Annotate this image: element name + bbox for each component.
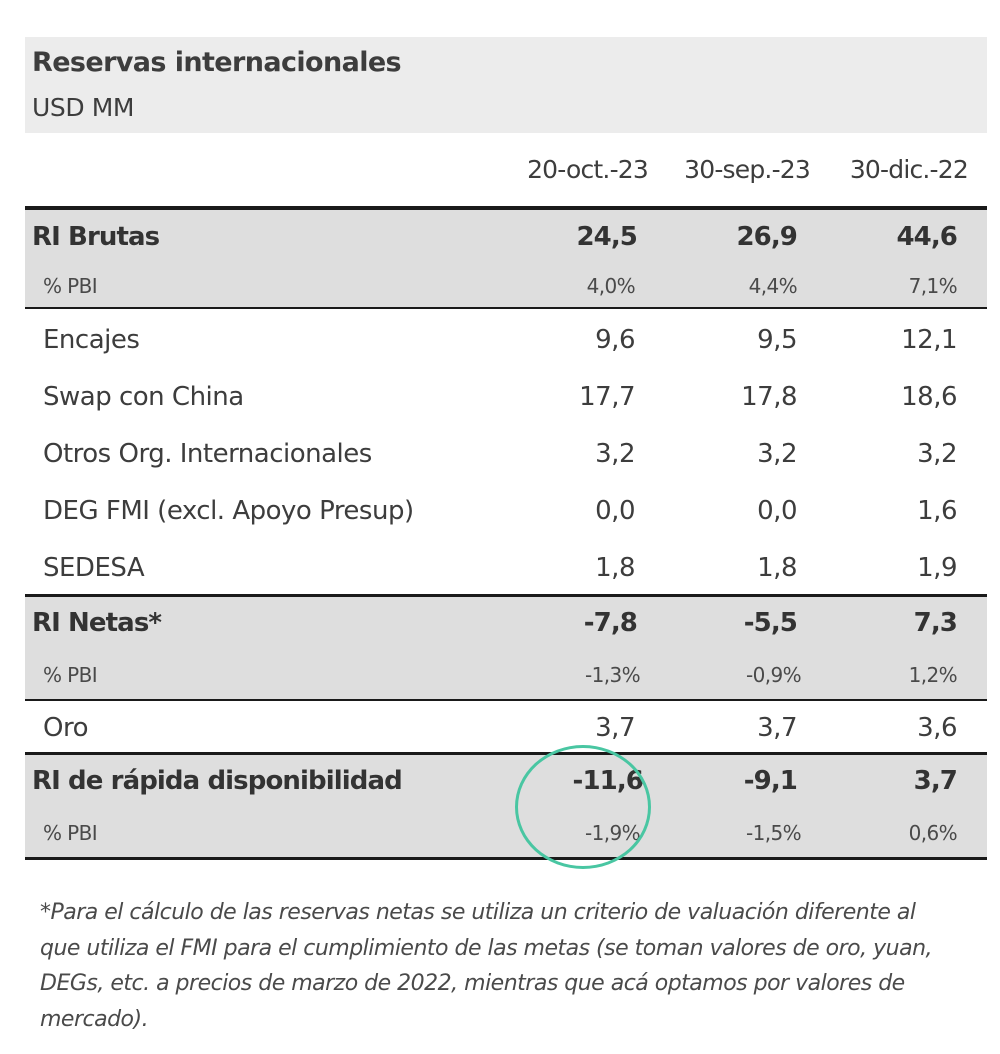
row-label: RI de rápida disponibilidad xyxy=(32,766,403,796)
cell-value: 3,6 xyxy=(917,713,957,743)
column-header-20-oct-23: 20-oct.-23 xyxy=(527,155,649,184)
cell-value: -9,1 xyxy=(743,766,798,796)
row-label: % PBI xyxy=(43,663,98,687)
cell-value: 4,0% xyxy=(586,274,636,298)
cell-value: 1,8 xyxy=(757,553,797,583)
cell-value: 44,6 xyxy=(896,222,957,252)
cell-value: 17,7 xyxy=(579,382,635,412)
cell-value: 24,5 xyxy=(576,222,637,252)
row-label: Encajes xyxy=(43,325,140,355)
rule-bottom xyxy=(25,857,987,860)
band-ri-netas xyxy=(25,596,987,700)
cell-value: 1,8 xyxy=(595,553,635,583)
cell-value: 3,7 xyxy=(757,713,797,743)
cell-value: -0,9% xyxy=(745,663,802,687)
cell-value: 3,2 xyxy=(757,439,797,469)
highlight-circle-annotation xyxy=(515,745,651,869)
cell-value: 7,3 xyxy=(913,608,958,638)
cell-value: -1,5% xyxy=(745,821,802,845)
cell-value: -7,8 xyxy=(583,608,638,638)
column-header-30-dic-22: 30-dic.-22 xyxy=(849,155,969,184)
row-label: % PBI xyxy=(43,274,98,298)
cell-value: 7,1% xyxy=(908,274,958,298)
rule-after-netas xyxy=(25,699,987,701)
cell-value: 9,6 xyxy=(595,325,635,355)
cell-value: 3,2 xyxy=(595,439,635,469)
cell-value: 3,2 xyxy=(917,439,957,469)
band-ri-brutas xyxy=(25,209,987,308)
rule-top xyxy=(25,206,987,210)
row-label: Otros Org. Internacionales xyxy=(43,439,372,469)
band-ri-rapida xyxy=(25,754,987,858)
rule-before-netas xyxy=(25,594,987,597)
row-label: DEG FMI (excl. Apoyo Presup) xyxy=(43,496,414,526)
table-header-block: Reservas internacionales USD MM xyxy=(25,37,987,133)
cell-value: 0,0 xyxy=(757,496,797,526)
footnote: *Para el cálculo de las reservas netas s… xyxy=(40,900,933,1032)
rule-before-rapida xyxy=(25,752,987,755)
cell-value: 26,9 xyxy=(736,222,797,252)
cell-value: 18,6 xyxy=(901,382,957,412)
table-title: Reservas internacionales xyxy=(32,47,402,78)
cell-value: 3,7 xyxy=(595,713,635,743)
row-label: Swap con China xyxy=(43,382,244,412)
cell-value: 9,5 xyxy=(757,325,797,355)
row-label: Oro xyxy=(43,713,89,743)
cell-value: 12,1 xyxy=(901,325,957,355)
cell-value: 1,9 xyxy=(917,553,957,583)
cell-value: 0,6% xyxy=(908,821,958,845)
row-label: RI Netas* xyxy=(32,608,162,638)
cell-value: 1,2% xyxy=(908,663,958,687)
cell-value: -1,3% xyxy=(584,663,641,687)
table-units: USD MM xyxy=(32,93,135,122)
row-label: RI Brutas xyxy=(32,222,160,252)
cell-value: 1,6 xyxy=(917,496,957,526)
cell-value: 4,4% xyxy=(748,274,798,298)
rule-after-brutas xyxy=(25,307,987,309)
cell-value: 17,8 xyxy=(741,382,797,412)
cell-value: -5,5 xyxy=(743,608,798,638)
row-label: % PBI xyxy=(43,821,98,845)
cell-value: 3,7 xyxy=(913,766,958,796)
row-label: SEDESA xyxy=(43,553,145,583)
cell-value: 0,0 xyxy=(595,496,635,526)
column-header-30-sep-23: 30-sep.-23 xyxy=(684,155,811,184)
